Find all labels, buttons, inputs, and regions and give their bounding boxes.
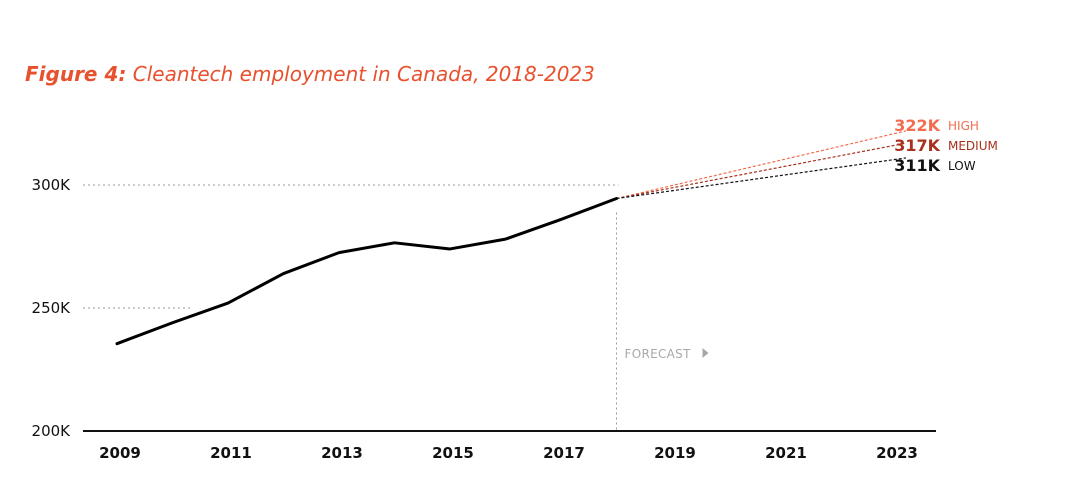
gridlines — [83, 184, 619, 309]
x-tick-label: 2015 — [432, 444, 474, 462]
x-tick-label: 2021 — [765, 444, 807, 462]
scenario-name-low: LOW — [948, 159, 976, 173]
scenario-labels: 322K HIGH 317K MEDIUM 311K LOW — [894, 116, 998, 175]
x-tick-label: 2019 — [654, 444, 696, 462]
scenario-value-medium: 317K — [894, 136, 940, 155]
y-tick-label: 250K — [32, 299, 72, 317]
x-tick-label: 2017 — [543, 444, 585, 462]
x-axis: 2009 2011 2013 2015 2017 2019 2021 2023 — [83, 430, 936, 462]
forecast-divider: FORECAST — [616, 212, 709, 431]
chart-title-text: Cleantech employment in Canada, 2018-202… — [132, 62, 595, 86]
forecast-arrow-icon — [702, 348, 709, 358]
y-tick-label: 300K — [32, 176, 72, 194]
scenario-line-medium — [616, 142, 907, 200]
scenario-name-high: HIGH — [948, 119, 979, 133]
scenario-value-high: 322K — [894, 116, 940, 135]
y-axis: 200K 250K 300K — [32, 176, 72, 440]
forecast-label: FORECAST — [625, 347, 692, 361]
x-tick-label: 2009 — [99, 444, 141, 462]
scenario-line-high — [616, 130, 907, 200]
scenario-name-medium: MEDIUM — [948, 139, 998, 153]
scenario-lines — [616, 130, 907, 200]
historical-series — [115, 197, 618, 346]
historical-line — [115, 197, 618, 346]
x-tick-label: 2011 — [210, 444, 252, 462]
figure-number: Figure 4: — [25, 62, 127, 86]
y-tick-label: 200K — [32, 422, 72, 440]
chart-title: Figure 4: Cleantech employment in Canada… — [25, 62, 595, 86]
x-tick-label: 2023 — [876, 444, 918, 462]
x-tick-label: 2013 — [321, 444, 363, 462]
scenario-line-low — [616, 157, 907, 200]
scenario-value-low: 311K — [894, 156, 940, 175]
